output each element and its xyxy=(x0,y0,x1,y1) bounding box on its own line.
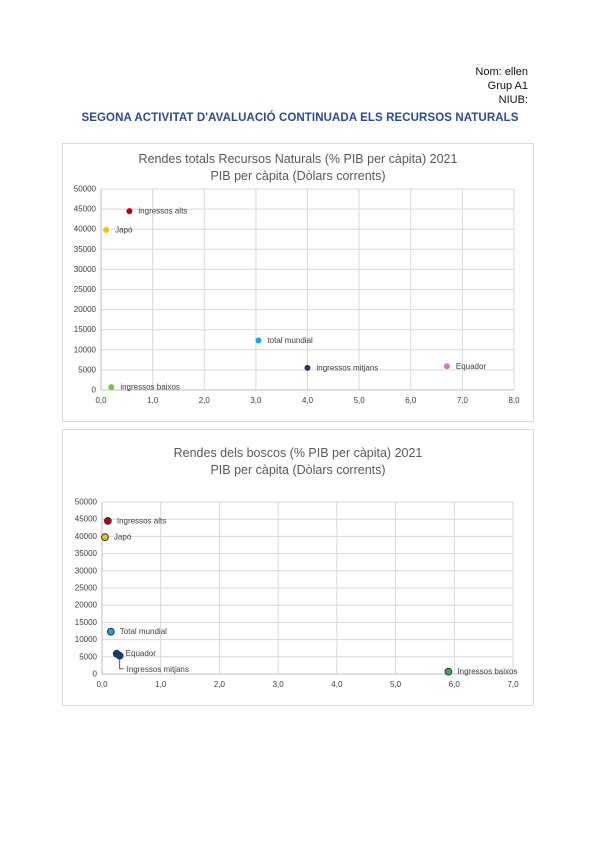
chart-canvas: 0 5000 10000 15000 20000 25000 30000 35000 40000… xyxy=(74,185,520,406)
y-axis-tick-label: 35000 xyxy=(75,549,98,558)
y-axis-tick-label: 40000 xyxy=(75,532,98,541)
y-axis-tick-label: 25000 xyxy=(74,285,97,294)
x-axis-tick-label: 0,0 xyxy=(96,680,108,689)
y-axis-tick-label: 5000 xyxy=(79,652,97,661)
document-header: Nom: ellen Grup A1 NIUB: xyxy=(475,65,528,107)
y-axis-tick-label: 30000 xyxy=(74,265,97,274)
header-grup: Grup A1 xyxy=(487,80,528,92)
x-axis-tick-label: 1,0 xyxy=(147,396,159,405)
x-axis-tick-label: 3,0 xyxy=(273,680,285,689)
chart-title: Rendes dels boscos (% PIB per càpita) 20… xyxy=(173,446,423,460)
data-point xyxy=(106,627,115,636)
x-axis-tick-label: 8,0 xyxy=(508,396,520,405)
x-axis-tick-label: 2,0 xyxy=(199,396,211,405)
y-axis-tick-label: 15000 xyxy=(75,618,98,627)
chart-subtitle: PIB per càpita (Dòlars corrents) xyxy=(210,463,386,477)
y-axis-tick-label: 45000 xyxy=(74,205,97,214)
x-axis-tick-label: 3,0 xyxy=(250,396,262,405)
point-label: Ingressos mitjans xyxy=(127,665,189,674)
x-axis-tick-label: 6,0 xyxy=(449,680,461,689)
y-axis-tick-label: 15000 xyxy=(74,325,97,334)
data-point xyxy=(103,517,112,525)
x-axis-tick-label: 2,0 xyxy=(214,680,226,689)
chart-title: Rendes totals Recursos Naturals (% PIB p… xyxy=(138,152,458,166)
point-label: Ingressos baixos xyxy=(457,667,517,676)
x-axis-tick-label: 5,0 xyxy=(390,680,402,689)
y-axis-tick-label: 10000 xyxy=(75,635,98,644)
point-label: ingressos alts xyxy=(138,207,187,216)
y-axis-tick-label: 0 xyxy=(92,386,97,395)
header-nom: Nom: ellen xyxy=(475,66,528,78)
point-label: Japó xyxy=(114,533,132,542)
point-label: Ingressos alts xyxy=(117,516,166,525)
callout-leader-line xyxy=(119,659,124,670)
y-axis-tick-label: 50000 xyxy=(75,498,98,507)
chart-subtitle: PIB per càpita (Dòlars corrents) xyxy=(210,169,386,183)
point-label: Equador xyxy=(456,362,487,371)
y-axis-tick-label: 40000 xyxy=(74,225,97,234)
y-axis-tick-label: 45000 xyxy=(75,515,98,524)
point-label: total mundial xyxy=(267,336,313,345)
chart-rendes-totals-recursos-naturals: Rendes totals Recursos Naturals (% PIB p… xyxy=(62,143,534,422)
chart-canvas: 0 5000 10000 15000 20000 25000 30000 35000 40000… xyxy=(75,498,519,690)
data-point xyxy=(108,384,115,391)
y-axis-tick-label: 35000 xyxy=(74,245,97,254)
x-axis-tick-label: 0,0 xyxy=(95,396,107,405)
document-title: SEGONA ACTIVITAT D'AVALUACIÓ CONTINUADA … xyxy=(81,112,519,124)
point-label: Japó xyxy=(115,226,133,235)
point-label: Total mundial xyxy=(120,627,167,636)
point-label: ingressos mitjans xyxy=(317,363,379,372)
x-axis-tick-label: 4,0 xyxy=(302,396,314,405)
y-axis-tick-label: 25000 xyxy=(75,584,98,593)
point-label: Equador xyxy=(126,649,157,658)
data-point xyxy=(126,208,133,215)
x-axis-tick-label: 5,0 xyxy=(354,396,366,405)
data-point xyxy=(103,227,110,234)
x-axis-tick-label: 7,0 xyxy=(457,396,469,405)
x-axis-tick-label: 6,0 xyxy=(405,396,417,405)
data-point xyxy=(444,667,453,676)
data-point xyxy=(304,364,311,371)
point-label: ingressos baixos xyxy=(120,383,180,392)
y-axis-tick-label: 10000 xyxy=(74,345,97,354)
y-axis-tick-label: 5000 xyxy=(78,365,96,374)
x-axis-tick-label: 1,0 xyxy=(155,680,167,689)
y-axis-tick-label: 0 xyxy=(93,670,98,679)
data-point xyxy=(115,651,124,660)
data-point xyxy=(101,533,109,541)
data-point xyxy=(443,363,450,370)
y-axis-tick-label: 20000 xyxy=(74,305,97,314)
x-axis-tick-label: 7,0 xyxy=(507,680,519,689)
y-axis-tick-label: 50000 xyxy=(74,185,97,194)
chart-rendes-dels-boscos: Rendes dels boscos (% PIB per càpita) 20… xyxy=(62,429,534,706)
data-point xyxy=(255,337,262,344)
x-axis-tick-label: 4,0 xyxy=(331,680,343,689)
y-axis-tick-label: 30000 xyxy=(75,566,98,575)
y-axis-tick-label: 20000 xyxy=(75,601,98,610)
header-niub: NIUB: xyxy=(498,94,528,106)
